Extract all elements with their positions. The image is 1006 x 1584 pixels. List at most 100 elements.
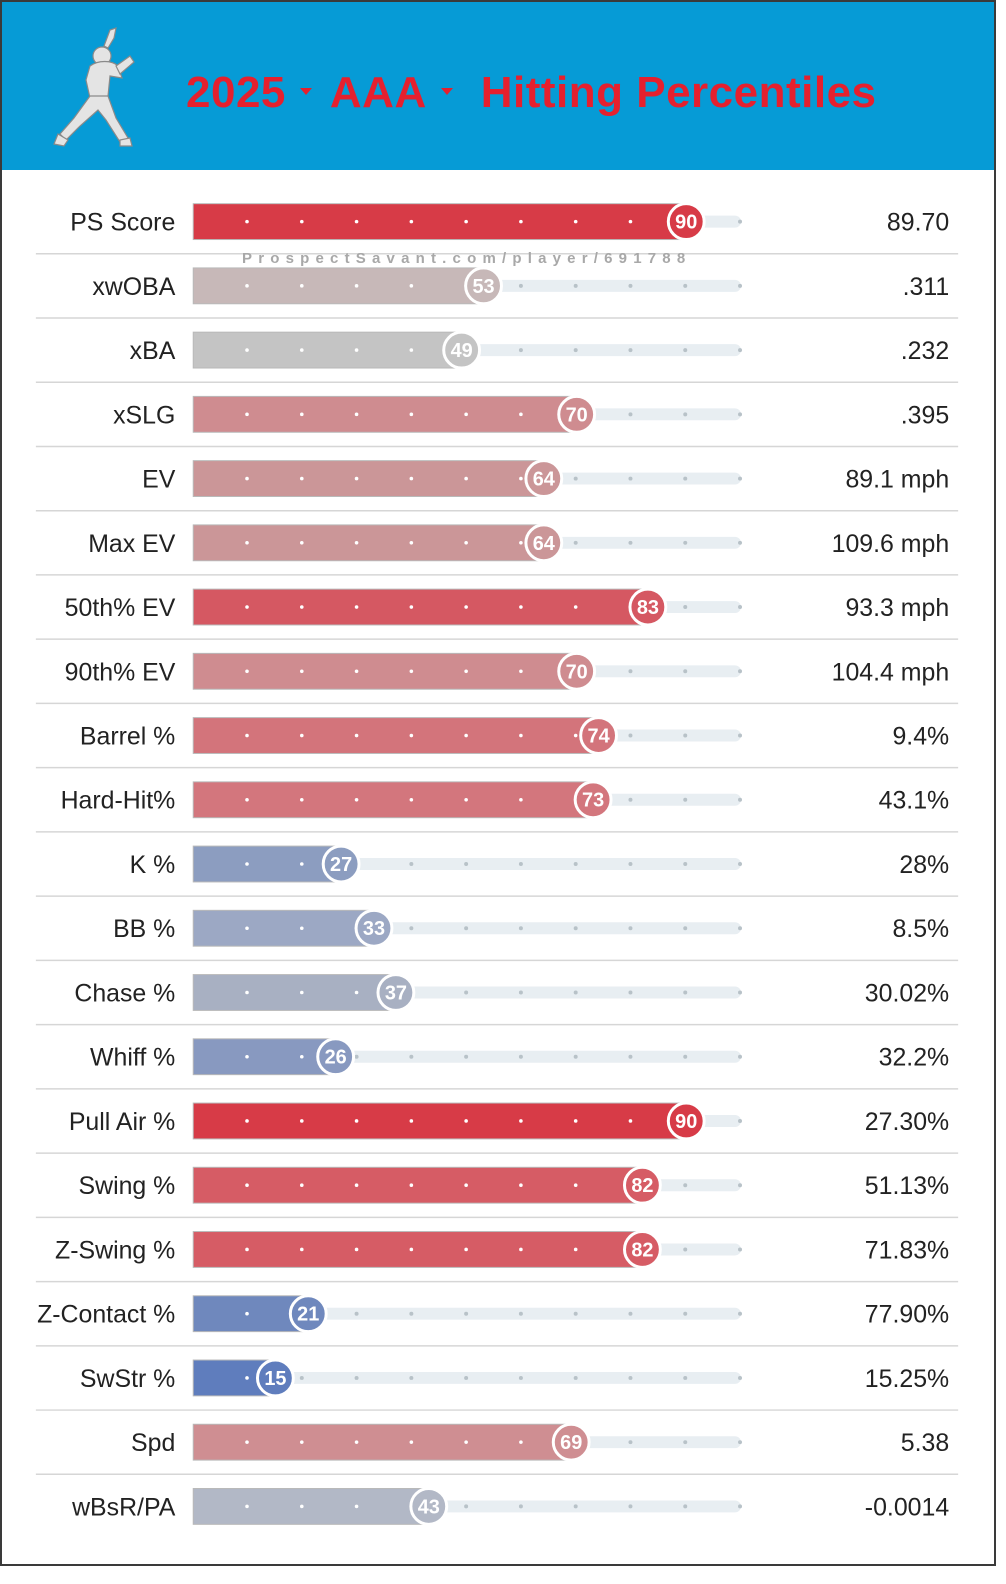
percentile-row: 50th% EV 83 93.3 mph [35, 574, 959, 627]
tick-dot [628, 926, 633, 931]
row-value: 104.4 mph [832, 658, 950, 686]
tick-dot [573, 862, 578, 867]
tick-dot [354, 1054, 359, 1059]
tick-dot [299, 284, 304, 288]
row-label: Z-Swing % [55, 1236, 175, 1264]
tick-dot [573, 476, 578, 481]
row-value: 93.3 mph [845, 594, 949, 622]
tick-dot [738, 797, 743, 802]
row-label: PS Score [70, 209, 175, 237]
tick-dot [573, 605, 578, 609]
tick-dot [573, 283, 578, 288]
tick-dot [409, 1119, 414, 1123]
tick-dot [738, 990, 743, 995]
tick-dot [245, 733, 249, 738]
tick-dot [519, 476, 523, 481]
percentile-row: xSLG 70 .395 [35, 381, 959, 434]
row-value: 89.70 [887, 209, 949, 237]
percentile-row: Hard-Hit% 73 43.1% [35, 766, 959, 820]
percentile-badge [442, 330, 482, 370]
tick-dot [245, 1183, 249, 1188]
tick-dot [519, 797, 523, 802]
percentile-badge-label: 53 [472, 276, 494, 298]
tick-dot [738, 733, 743, 738]
tick-dot [409, 605, 414, 609]
percentile-badge [376, 973, 416, 1012]
row-value: 28% [899, 851, 949, 879]
tick-dot [738, 1054, 743, 1059]
percentile-badge [316, 1037, 356, 1077]
level-caret-icon[interactable] [440, 87, 453, 95]
percentile-badge-label: 27 [330, 854, 352, 876]
row-value: .311 [903, 273, 950, 301]
season-select[interactable]: 2025 [186, 68, 286, 117]
percentile-badge [551, 1422, 591, 1462]
row-value: 43.1% [879, 787, 950, 815]
tick-dot [409, 1311, 414, 1316]
tick-dot [573, 1247, 578, 1252]
tick-dot [354, 1504, 359, 1509]
tick-dot [573, 348, 578, 353]
tick-dot [464, 990, 469, 995]
tick-dot [683, 1183, 688, 1188]
tick-dot [628, 1504, 633, 1509]
percentile-bar [192, 1423, 572, 1461]
tick-dot [519, 1440, 523, 1444]
tick-dot [354, 541, 359, 545]
tick-dot [628, 669, 633, 674]
row-label: Z-Contact % [37, 1301, 175, 1329]
tick-dot [464, 1440, 468, 1444]
tick-dot [409, 1375, 414, 1380]
title-text: Hitting Percentiles [480, 68, 877, 117]
tick-dot [518, 283, 523, 288]
level-select[interactable]: AAA [329, 68, 427, 117]
tick-dot [464, 733, 468, 738]
tick-dot [738, 926, 743, 931]
percentile-bar [192, 1102, 687, 1140]
percentile-badge-label: 69 [560, 1432, 582, 1454]
tick-dot [299, 926, 304, 931]
tick-dot [683, 283, 688, 288]
percentile-row: SwStr % 15 15.25% [35, 1345, 959, 1398]
tick-dot [518, 990, 523, 995]
percentile-badge-label: 33 [363, 918, 385, 940]
tick-dot [738, 1375, 743, 1380]
tick-dot [354, 1247, 359, 1252]
row-value: 8.5% [892, 915, 949, 943]
percentile-bar [192, 845, 342, 883]
tick-dot [354, 1311, 359, 1316]
tick-dot [299, 348, 304, 352]
percentile-bar [192, 203, 687, 241]
tick-dot [518, 862, 523, 867]
tick-dot [245, 541, 249, 545]
tick-dot [464, 1054, 469, 1059]
percentile-bar [192, 781, 594, 819]
season-caret-icon[interactable] [299, 87, 312, 95]
tick-dot [354, 605, 359, 609]
tick-dot [354, 219, 359, 224]
percentile-badge-label: 82 [631, 1239, 653, 1261]
tick-dot [628, 990, 633, 995]
tick-dot [464, 1247, 468, 1252]
row-value: 109.6 mph [832, 530, 950, 558]
tick-dot [683, 348, 688, 353]
batter-silhouette-icon [53, 27, 135, 147]
tick-dot [628, 476, 633, 481]
tick-dot [354, 412, 359, 417]
percentile-row: Z-Contact % 21 77.90% [35, 1280, 959, 1334]
percentile-badge [628, 587, 668, 627]
tick-dot [245, 219, 249, 224]
percentile-bar [192, 652, 578, 690]
tick-dot [409, 476, 414, 481]
percentile-row: PS Score 90 89.70 [70, 202, 949, 242]
tick-dot [464, 605, 468, 609]
percentile-badge [321, 844, 361, 884]
tick-dot [409, 862, 414, 867]
percentile-row: Whiff % 26 32.2% [35, 1023, 959, 1077]
tick-dot [299, 1504, 304, 1509]
tick-dot [299, 1119, 304, 1123]
tick-dot [683, 669, 688, 674]
tick-dot [738, 219, 743, 224]
percentile-badge-label: 70 [566, 404, 588, 426]
percentile-row: Z-Swing % 82 71.83% [35, 1216, 959, 1269]
